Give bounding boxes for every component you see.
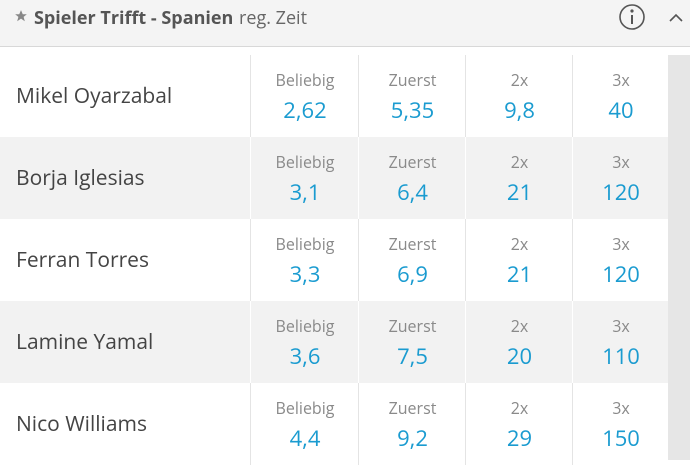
odds-label: 3x xyxy=(612,151,630,173)
odds-button[interactable]: Beliebig 2,62 xyxy=(250,55,359,137)
odds-label: Beliebig xyxy=(275,315,335,337)
odds-button[interactable]: 2x 9,8 xyxy=(465,55,573,137)
player-row: Nico Williams Beliebig 4,4 Zuerst 9,2 2x 29 3x 1… xyxy=(0,383,668,465)
odds-label: Zuerst xyxy=(388,397,437,419)
odds-button[interactable]: 3x 120 xyxy=(572,219,669,301)
odds-label: Zuerst xyxy=(388,233,437,255)
player-name: Mikel Oyarzabal xyxy=(16,82,173,110)
odds-value: 3,3 xyxy=(289,259,321,289)
odds-label: 2x xyxy=(510,69,529,91)
market-header[interactable]: Spieler Trifft - Spanien reg. Zeit xyxy=(0,0,690,47)
odds-value: 5,35 xyxy=(390,95,435,125)
info-icon[interactable] xyxy=(619,4,645,30)
odds-value: 150 xyxy=(602,423,640,453)
odds-value: 3,6 xyxy=(289,341,321,371)
player-name: Lamine Yamal xyxy=(16,328,154,356)
player-name: Ferran Torres xyxy=(16,246,149,274)
odds-button[interactable]: Zuerst 6,9 xyxy=(358,219,466,301)
odds-value: 110 xyxy=(602,341,640,371)
scrollbar xyxy=(668,55,690,460)
odds-label: Zuerst xyxy=(388,69,437,91)
player-row: Mikel Oyarzabal Beliebig 2,62 Zuerst 5,35 2x 9… xyxy=(0,55,668,137)
player-row: Ferran Torres Beliebig 3,3 Zuerst 6,9 2x 21 3x 1… xyxy=(0,219,668,301)
odds-button[interactable]: Beliebig 3,6 xyxy=(250,301,359,383)
collapse-chevron[interactable] xyxy=(669,13,683,22)
odds-button[interactable]: Beliebig 3,3 xyxy=(250,219,359,301)
market-subtitle: reg. Zeit xyxy=(239,6,308,30)
odds-label: 3x xyxy=(612,397,630,419)
odds-value: 21 xyxy=(506,259,533,289)
odds-label: Zuerst xyxy=(388,151,437,173)
odds-button[interactable]: Beliebig 4,4 xyxy=(250,383,359,465)
odds-button[interactable]: Beliebig 3,1 xyxy=(250,137,359,219)
odds-value: 2,62 xyxy=(283,95,327,125)
header-icons xyxy=(619,4,683,30)
odds-button[interactable]: Zuerst 6,4 xyxy=(358,137,466,219)
odds-label: 2x xyxy=(510,151,529,173)
odds-button[interactable]: Zuerst 9,2 xyxy=(358,383,466,465)
odds-value: 4,4 xyxy=(289,423,321,453)
odds-label: 2x xyxy=(510,233,529,255)
odds-button[interactable]: 2x 21 xyxy=(465,219,573,301)
odds-value: 6,9 xyxy=(397,259,428,289)
odds-label: Beliebig xyxy=(275,69,335,91)
odds-label: 3x xyxy=(612,233,630,255)
player-name: Borja Iglesias xyxy=(16,164,145,192)
odds-button[interactable]: 3x 150 xyxy=(572,383,669,465)
odds-button[interactable]: 2x 20 xyxy=(465,301,573,383)
odds-value: 120 xyxy=(602,177,640,207)
odds-button[interactable]: 3x 40 xyxy=(572,55,669,137)
odds-value: 40 xyxy=(608,95,634,125)
odds-label: 3x xyxy=(612,315,630,337)
odds-label: 3x xyxy=(612,69,630,91)
odds-value: 3,1 xyxy=(289,177,321,207)
odds-value: 20 xyxy=(506,341,533,371)
market-title: Spieler Trifft - Spanien xyxy=(34,6,234,30)
odds-label: Beliebig xyxy=(275,397,335,419)
odds-value: 9,8 xyxy=(504,95,535,125)
player-row: Borja Iglesias Beliebig 3,1 Zuerst 6,4 2x 21 3x… xyxy=(0,137,668,219)
odds-value: 6,4 xyxy=(397,177,428,207)
odds-label: Beliebig xyxy=(275,233,335,255)
odds-value: 29 xyxy=(506,423,533,453)
odds-value: 120 xyxy=(602,259,640,289)
odds-value: 7,5 xyxy=(397,341,428,371)
favorite-star[interactable] xyxy=(14,9,28,23)
odds-label: Beliebig xyxy=(275,151,335,173)
odds-value: 21 xyxy=(506,177,533,207)
odds-button[interactable]: 2x 21 xyxy=(465,137,573,219)
odds-button[interactable]: Zuerst 7,5 xyxy=(358,301,466,383)
odds-label: 2x xyxy=(510,397,529,419)
odds-button[interactable]: Zuerst 5,35 xyxy=(358,55,466,137)
odds-label: 2x xyxy=(510,315,529,337)
player-name: Nico Williams xyxy=(16,410,147,438)
odds-button[interactable]: 2x 29 xyxy=(465,383,573,465)
odds-value: 9,2 xyxy=(397,423,428,453)
odds-button[interactable]: 3x 110 xyxy=(572,301,669,383)
odds-button[interactable]: 3x 120 xyxy=(572,137,669,219)
odds-label: Zuerst xyxy=(388,315,437,337)
player-row: Lamine Yamal Beliebig 3,6 Zuerst 7,5 2x 20 3x 11… xyxy=(0,301,668,383)
